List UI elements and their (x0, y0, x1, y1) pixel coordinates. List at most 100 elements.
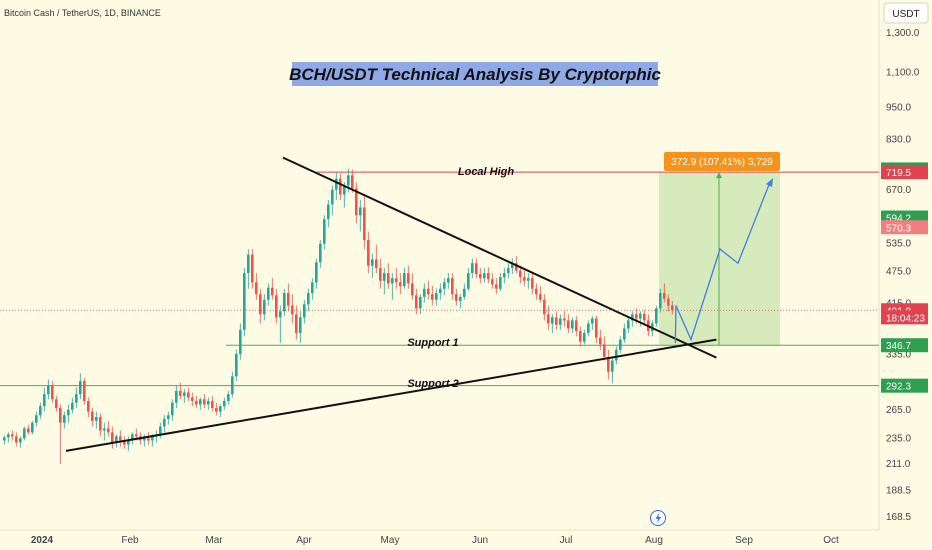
lightning-icon[interactable] (650, 510, 666, 526)
candle (503, 268, 506, 284)
candle (31, 420, 34, 435)
candle (91, 408, 94, 427)
candle (495, 278, 498, 295)
candle (163, 415, 166, 433)
candle (71, 397, 74, 414)
candle (543, 294, 546, 321)
candle (291, 294, 294, 324)
candle (127, 436, 130, 451)
candle (331, 185, 334, 216)
projection-arrow-head (766, 178, 773, 188)
price-tag[interactable]: 719.5 (881, 165, 928, 180)
price-axis[interactable] (879, 0, 932, 550)
candle (671, 300, 674, 315)
price-tag[interactable]: 346.7 (881, 338, 928, 353)
trendline-support[interactable] (65, 338, 717, 452)
candle (363, 196, 366, 250)
candle (335, 172, 338, 200)
candle (551, 314, 554, 334)
level-lines (0, 171, 879, 387)
candle (583, 329, 586, 345)
candle (327, 199, 330, 228)
y-tick-label: 335.0 (886, 349, 911, 360)
y-tick-label: 211.0 (886, 459, 911, 470)
candle (375, 244, 378, 274)
candle (255, 273, 258, 300)
candle (399, 273, 402, 295)
candle (395, 268, 398, 289)
candle (131, 432, 134, 445)
candle (247, 249, 250, 289)
candle (271, 278, 274, 300)
chart-title: BCH/USDT Technical Analysis By Cryptorph… (289, 65, 661, 84)
candle (407, 265, 410, 289)
candle (563, 311, 566, 327)
y-tick-label: 535.0 (886, 238, 911, 249)
candle (463, 283, 466, 300)
price-tag[interactable]: 292.3 (881, 378, 928, 393)
candle (3, 435, 6, 445)
svg-text:292.3: 292.3 (886, 382, 911, 393)
candle (59, 404, 62, 465)
currency-button[interactable] (883, 2, 929, 24)
currency-button-label[interactable]: USDT (892, 9, 919, 20)
candle (663, 283, 666, 303)
symbol-label[interactable]: Bitcoin Cash / TetherUS, 1D, BINANCE (4, 8, 161, 18)
candle (203, 394, 206, 409)
candle (195, 395, 198, 409)
candle (67, 404, 70, 423)
candle (35, 411, 38, 427)
candle (607, 349, 610, 380)
candle (83, 377, 86, 405)
y-tick-label: 950.0 (886, 102, 911, 113)
price-tag[interactable]: 18:04:23 (881, 310, 928, 325)
candle (23, 426, 26, 441)
candle (391, 273, 394, 300)
candle (415, 288, 418, 315)
candle (383, 268, 386, 295)
candle (579, 326, 582, 347)
candle (211, 395, 214, 412)
y-tick-label: 830.0 (886, 134, 911, 145)
candle (19, 436, 22, 448)
candle (555, 311, 558, 330)
candle (567, 314, 570, 334)
candle (231, 371, 234, 398)
y-tick-label: 1,100.0 (886, 68, 920, 79)
trendline-resistance[interactable] (282, 156, 717, 359)
target-label: 372.9 (107.41%) 3,729 (671, 157, 773, 168)
candle (267, 283, 270, 306)
candle (371, 253, 374, 279)
projection-path[interactable] (674, 181, 771, 343)
candle (87, 397, 90, 418)
candle (223, 397, 226, 410)
candle (547, 305, 550, 330)
x-tick-label: Jun (472, 535, 488, 546)
candle (7, 432, 10, 443)
candle (491, 273, 494, 289)
candle (595, 316, 598, 343)
candle (419, 294, 422, 315)
candle (215, 402, 218, 416)
candle (623, 323, 626, 343)
x-tick-label: Aug (645, 535, 663, 546)
candle (43, 387, 46, 412)
candle (283, 288, 286, 317)
candle (519, 265, 522, 284)
candle (295, 305, 298, 340)
x-tick-label: 2024 (31, 535, 54, 546)
trendlines (65, 156, 717, 452)
y-tick-label: 265.0 (886, 405, 911, 416)
candle (107, 420, 110, 437)
svg-text:570.3: 570.3 (886, 223, 911, 234)
candle (479, 268, 482, 284)
candle (319, 240, 322, 269)
candle (531, 273, 534, 295)
candle (251, 249, 254, 289)
candle (667, 294, 670, 312)
candle (307, 288, 310, 312)
candle (431, 286, 434, 306)
candle (535, 283, 538, 300)
candle (303, 299, 306, 324)
price-tag[interactable]: 570.3 (881, 220, 928, 235)
